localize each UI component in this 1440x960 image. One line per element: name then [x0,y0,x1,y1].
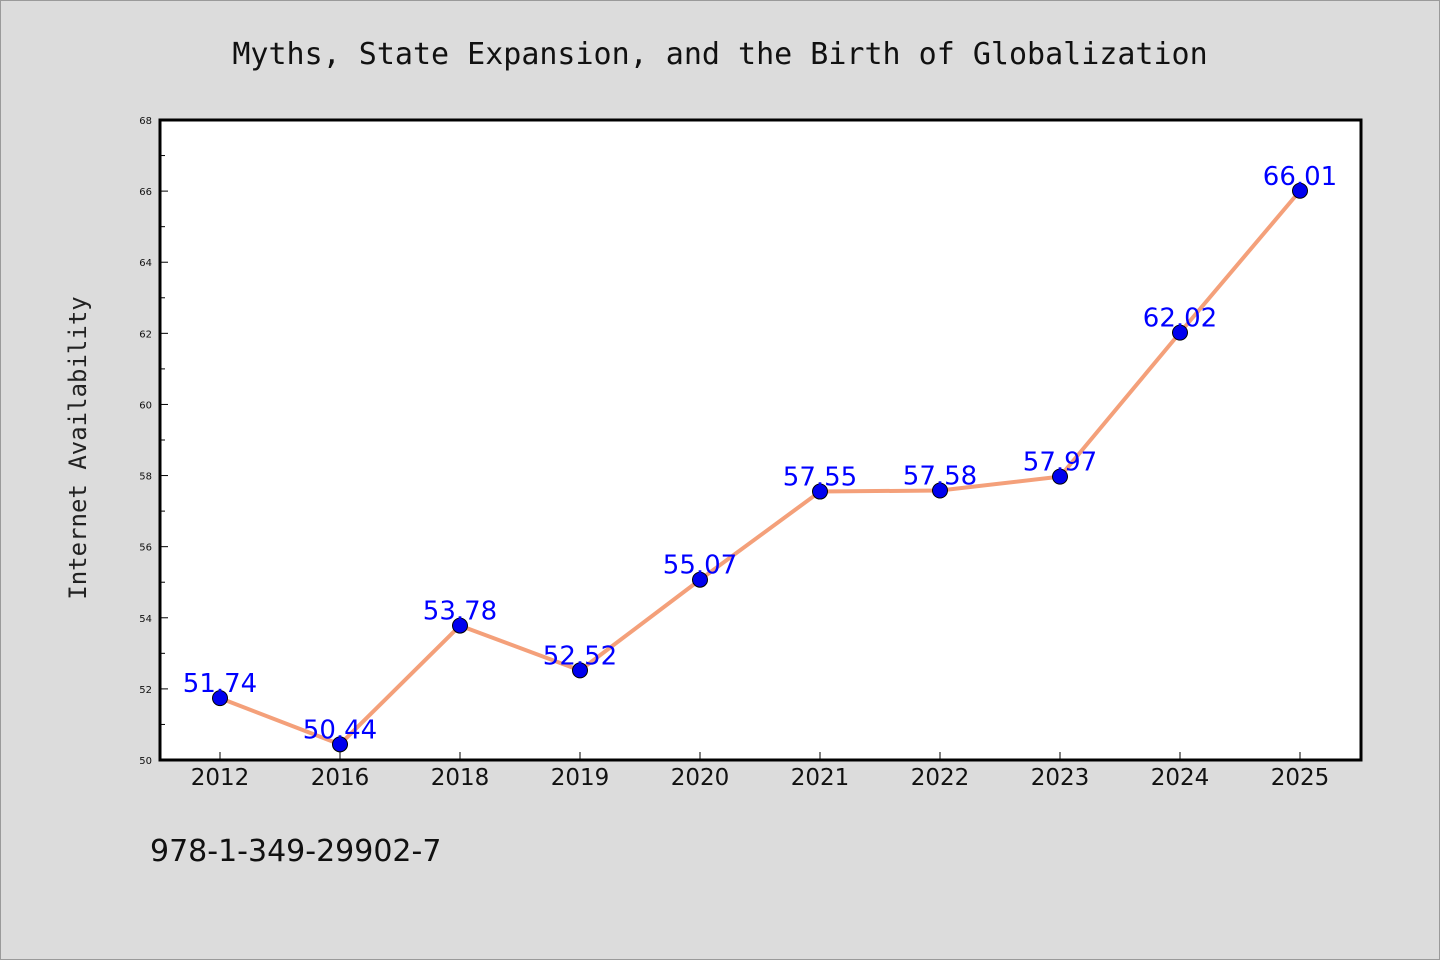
data-label: 66.01 [1263,162,1337,192]
chart-title: Myths, State Expansion, and the Birth of… [232,37,1207,72]
y-tick-label: 58 [139,472,152,483]
x-tick-label: 2018 [431,765,490,791]
y-tick-label: 52 [139,685,152,696]
data-label: 55.07 [663,551,737,581]
data-label: 50.44 [303,715,377,745]
data-point [932,482,948,499]
data-point [1292,182,1308,199]
data-point [452,617,468,634]
y-tick-label: 62 [139,329,152,340]
x-axis-ticks: 2012 2016 2018 2019 2020 2021 2022 2023 2024 2025 [191,752,1330,791]
x-tick-label: 2012 [191,765,250,791]
y-axis-label: Internet Availability [64,296,92,599]
data-point [692,571,708,588]
data-label: 57.97 [1023,448,1097,478]
y-axis-ticks: 50 52 54 56 58 60 62 64 66 68 [139,116,168,767]
data-point [332,736,348,753]
data-point [212,690,228,707]
x-tick-label: 2022 [911,765,970,791]
x-tick-label: 2024 [1151,765,1210,791]
x-tick-label: 2016 [311,765,370,791]
data-point [572,662,588,679]
x-tick-label: 2023 [1031,765,1090,791]
x-tick-label: 2025 [1271,765,1330,791]
data-point [1172,324,1188,341]
data-label: 52.52 [543,641,617,671]
data-points-group [212,182,1308,753]
series-line-group [218,188,1302,747]
y-tick-label: 64 [139,258,152,269]
y-tick-label: 66 [139,187,152,198]
isbn-text: 978-1-349-29902-7 [150,834,442,869]
x-tick-label: 2020 [671,765,730,791]
data-label: 57.58 [903,461,977,491]
y-tick-label: 56 [139,543,152,554]
data-labels-group: 51.74 50.44 53.78 52.52 55.07 57.55 57.58 57.97… [183,162,1337,746]
plot-area [158,118,1363,762]
y-tick-label: 54 [139,614,152,625]
x-tick-label: 2019 [551,765,610,791]
data-label: 62.02 [1143,304,1217,334]
y-tick-label: 68 [139,116,152,127]
x-tick-label: 2021 [791,765,850,791]
data-label: 51.74 [183,669,257,699]
data-point [1052,468,1068,485]
y-tick-label: 60 [139,400,152,411]
data-label: 53.78 [423,597,497,627]
series-line [218,188,1302,747]
y-tick-label: 50 [139,756,152,767]
data-point [812,483,828,500]
data-label: 57.55 [783,463,857,493]
